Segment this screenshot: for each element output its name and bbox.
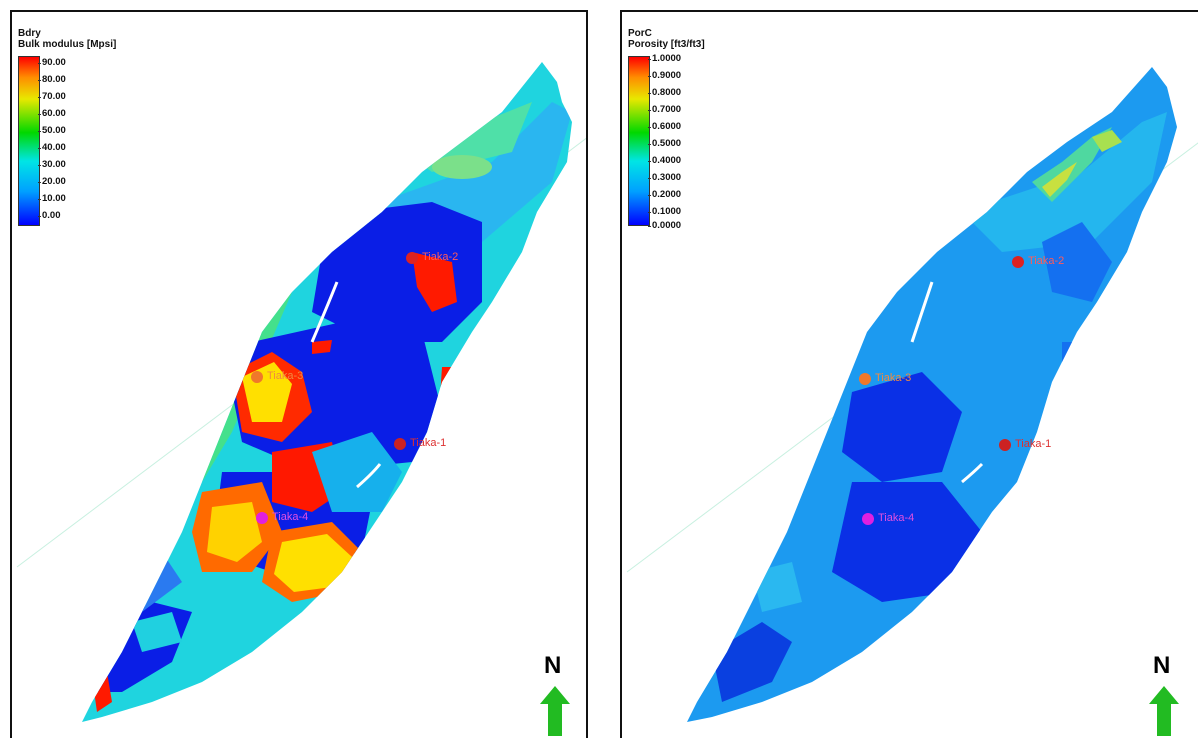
well-label: Tiaka-3 bbox=[267, 370, 304, 382]
legend-title: Bdry bbox=[18, 28, 41, 39]
legend-tick: 0.6000 bbox=[647, 121, 682, 132]
legend-tick: 0.8000 bbox=[647, 87, 682, 98]
well-dot bbox=[999, 439, 1011, 451]
legend-tick: 70.00 bbox=[38, 91, 66, 102]
legend-tick: 30.00 bbox=[38, 159, 66, 170]
legend-body: 1.0000 0.9000 0.8000 0.7000 0.6000 0.500… bbox=[628, 53, 705, 231]
legend-tick: 0.4000 bbox=[647, 155, 682, 166]
well-label: Tiaka-4 bbox=[272, 511, 309, 523]
legend-tick: 20.00 bbox=[38, 176, 66, 187]
porosity-map bbox=[626, 67, 1198, 722]
legend-subtitle: Porosity [ft3/ft3] bbox=[628, 39, 705, 50]
legend-tick: 80.00 bbox=[38, 74, 66, 85]
legend-tick: 0.1000 bbox=[647, 206, 682, 217]
well-dot bbox=[394, 438, 406, 450]
legend-subtitle: Bulk modulus [Mpsi] bbox=[18, 39, 117, 50]
legend-tick: 90.00 bbox=[38, 57, 66, 68]
legend-tick: 60.00 bbox=[38, 108, 66, 119]
north-arrow-icon bbox=[540, 686, 570, 736]
bulk-modulus-panel: Bdry Bulk modulus [Mpsi] 90.00 80.00 70.… bbox=[10, 10, 588, 738]
north-arrow-icon bbox=[1149, 686, 1179, 736]
legend-tick: 40.00 bbox=[38, 142, 66, 153]
well-dot bbox=[406, 252, 418, 264]
north-arrow: N bbox=[1147, 652, 1181, 736]
legend-tick: 50.00 bbox=[38, 125, 66, 136]
legend-tick: 0.9000 bbox=[647, 70, 682, 81]
legend-tick: 0.2000 bbox=[647, 189, 682, 200]
well-dot bbox=[862, 513, 874, 525]
well-dot bbox=[859, 373, 871, 385]
well-label: Tiaka-2 bbox=[422, 251, 459, 263]
bulk-modulus-legend: Bdry Bulk modulus [Mpsi] 90.00 80.00 70.… bbox=[18, 28, 116, 226]
well-label: Tiaka-3 bbox=[875, 372, 912, 384]
legend-tick: 0.3000 bbox=[647, 172, 682, 183]
bulk-modulus-map bbox=[16, 62, 586, 722]
well-dot bbox=[251, 371, 263, 383]
legend-tick: 0.0000 bbox=[647, 220, 682, 231]
well-dot bbox=[1012, 256, 1024, 268]
well-label: Tiaka-1 bbox=[1015, 438, 1052, 450]
colorbar bbox=[18, 56, 40, 226]
well-label: Tiaka-4 bbox=[878, 512, 915, 524]
north-label: N bbox=[1153, 652, 1171, 679]
legend-tick: 0.7000 bbox=[647, 104, 682, 115]
well-dot bbox=[256, 512, 268, 524]
legend-tick: 0.00 bbox=[38, 210, 61, 221]
porosity-panel: PorC Porosity [ft3/ft3] 1.0000 0.9000 0.… bbox=[620, 10, 1198, 738]
well-label: Tiaka-1 bbox=[410, 437, 447, 449]
porosity-legend: PorC Porosity [ft3/ft3] 1.0000 0.9000 0.… bbox=[628, 28, 705, 231]
legend-tick: 10.00 bbox=[38, 193, 66, 204]
north-arrow: N bbox=[538, 652, 572, 736]
well-label: Tiaka-2 bbox=[1028, 255, 1065, 267]
legend-tick: 1.0000 bbox=[647, 53, 682, 64]
north-label: N bbox=[544, 652, 562, 679]
legend-body: 90.00 80.00 70.00 60.00 50.00 40.00 30.0… bbox=[18, 56, 116, 226]
colorbar bbox=[628, 56, 650, 226]
legend-tick: 0.5000 bbox=[647, 138, 682, 149]
legend-title: PorC bbox=[628, 28, 652, 39]
